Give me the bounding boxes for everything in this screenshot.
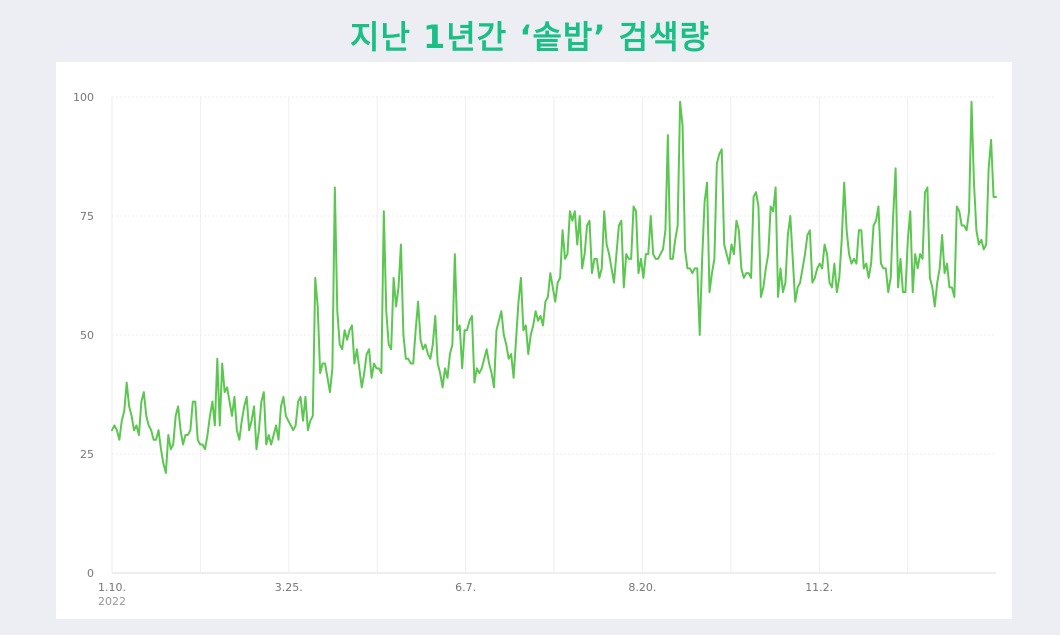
y-tick-label: 0 <box>87 567 94 580</box>
x-tick-label: 3.25. <box>275 581 303 594</box>
y-tick-label: 50 <box>80 329 94 342</box>
chart-title: 지난 1년간 ‘솥밥’ 검색량 <box>350 18 710 56</box>
x-tick-label: 8.20. <box>628 581 656 594</box>
line-chart: 0 25 50 75 100 1.10.2022 3.25. 6.7. 8.20. 11.2. <box>73 91 997 608</box>
x-tick-year: 2022 <box>98 595 126 608</box>
y-tick-label: 25 <box>80 448 94 461</box>
chart-panel: 0 25 50 75 100 1.10. 2022 3.25. 6.7. 8.20. 11.2. <box>56 62 1012 619</box>
y-tick-label: 100 <box>73 91 94 104</box>
x-tick-label: 11.2. <box>805 581 833 594</box>
y-tick-label: 75 <box>80 210 94 223</box>
x-tick-label: 1.10. <box>98 581 126 594</box>
search-volume-line <box>111 100 997 475</box>
x-tick-label: 6.7. <box>455 581 476 594</box>
